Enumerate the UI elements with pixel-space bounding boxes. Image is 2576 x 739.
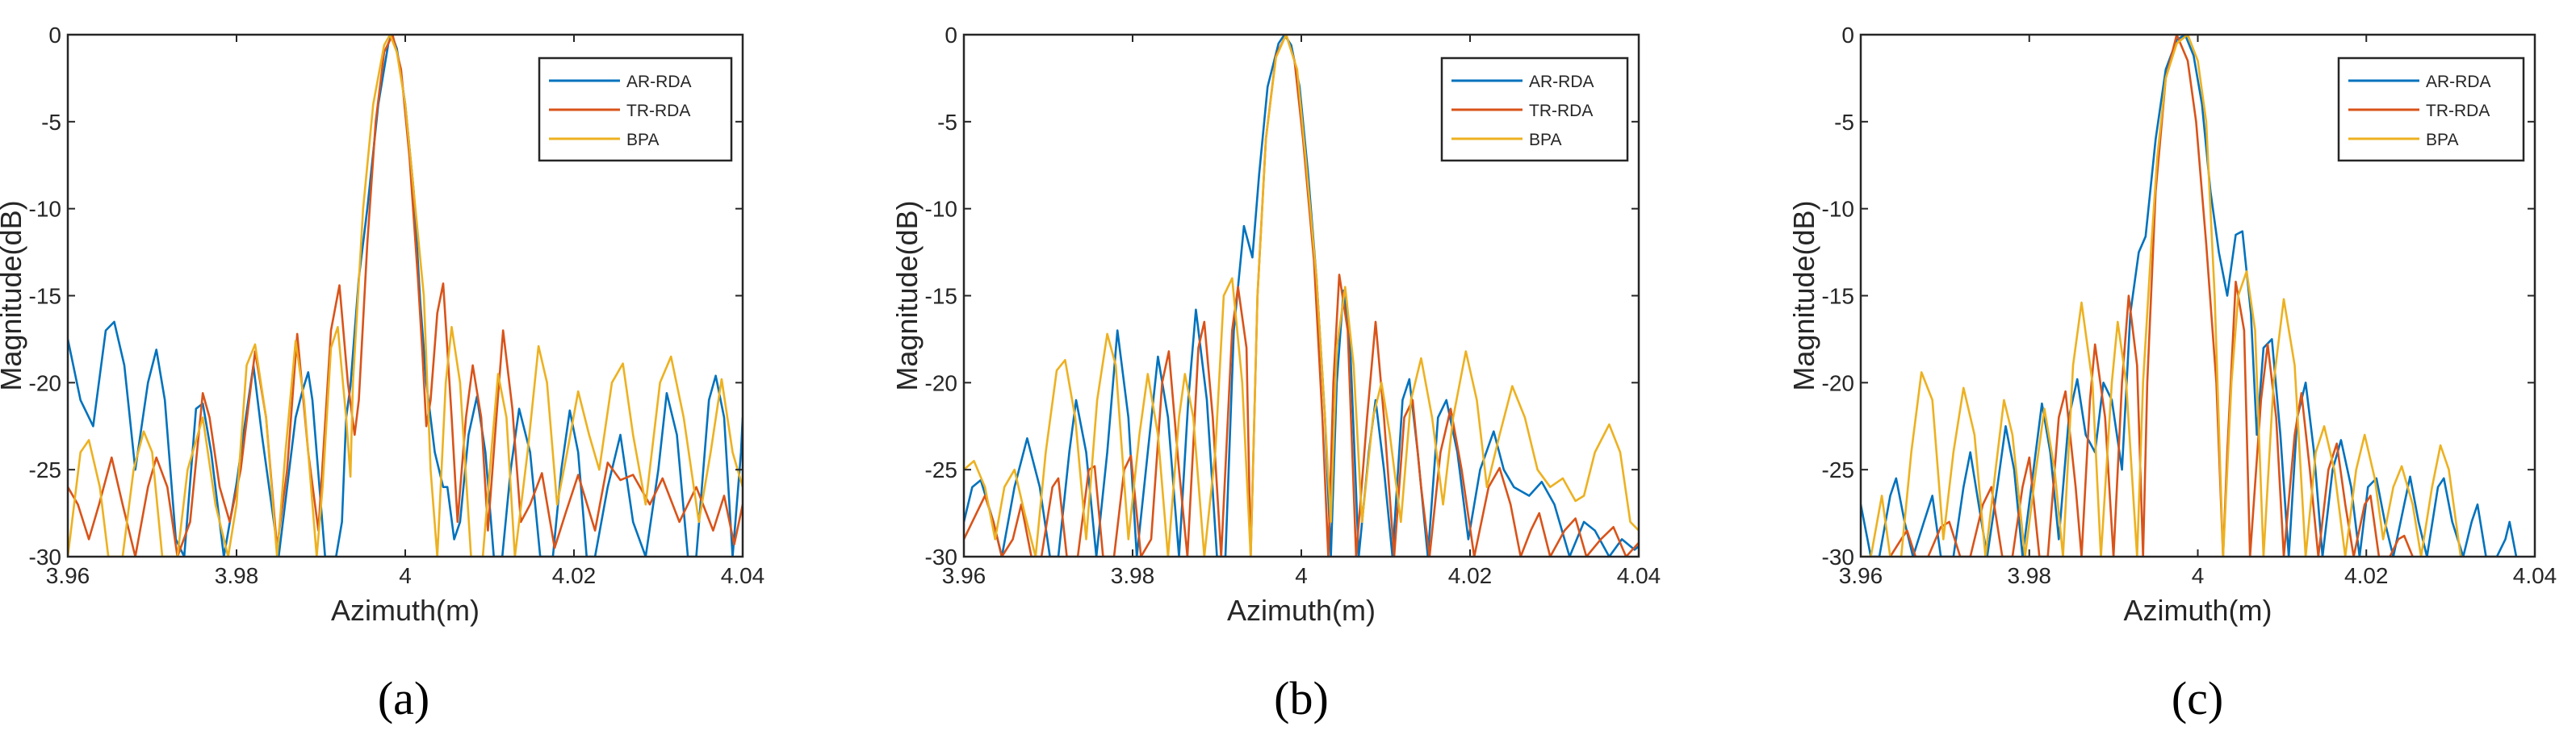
x-tick-label: 4 bbox=[399, 563, 412, 588]
legend: AR-RDA TR-RDA BPA bbox=[538, 56, 733, 162]
panel-label: (a) bbox=[378, 672, 429, 724]
x-tick-label: 4.02 bbox=[1448, 563, 1493, 588]
y-tick-label: -10 bbox=[1822, 197, 1854, 222]
legend-label: TR-RDA bbox=[1529, 102, 1593, 120]
legend: AR-RDA TR-RDA BPA bbox=[1440, 56, 1629, 162]
x-axis-label: Azimuth(m) bbox=[2123, 594, 2272, 627]
chart-panel-3: 3.96 3.98 4 4.02 4.04 0 -5 -10 -15 -20 -25 -30 Azimu… bbox=[1787, 23, 2557, 724]
chart-panel-2: 3.96 3.98 4 4.02 4.04 0 -5 -10 -15 -20 -25 -30 Azimu… bbox=[890, 23, 1661, 724]
y-tick-label: -30 bbox=[925, 545, 957, 570]
y-tick-label: -30 bbox=[1822, 545, 1854, 570]
x-tick-label: 4.02 bbox=[2344, 563, 2389, 588]
y-tick-label: 0 bbox=[945, 23, 957, 48]
y-tick-label: -5 bbox=[1834, 110, 1854, 135]
x-axis-label: Azimuth(m) bbox=[1227, 594, 1376, 627]
plot-area bbox=[964, 35, 1639, 557]
legend: AR-RDA TR-RDA BPA bbox=[2337, 56, 2525, 162]
y-tick-label: -20 bbox=[1822, 370, 1854, 395]
series-line-ar-rda bbox=[1861, 35, 2518, 557]
x-tick-label: 4 bbox=[1295, 563, 1308, 588]
panel-label: (c) bbox=[2172, 672, 2223, 724]
series-line-bpa bbox=[964, 35, 1639, 557]
x-tick-label: 3.98 bbox=[2008, 563, 2052, 588]
legend-label: TR-RDA bbox=[2426, 102, 2490, 120]
x-tick-label: 3.98 bbox=[1111, 563, 1155, 588]
y-tick-label: -25 bbox=[1822, 457, 1854, 482]
y-tick-label: 0 bbox=[48, 23, 61, 48]
y-axis-label: Magnitude(dB) bbox=[890, 200, 924, 390]
plot-area bbox=[1861, 35, 2518, 557]
x-tick-label: 4.04 bbox=[1617, 563, 1661, 588]
y-tick-label: -10 bbox=[29, 197, 61, 222]
y-tick-label: -20 bbox=[29, 370, 61, 395]
legend-label: BPA bbox=[626, 131, 659, 149]
x-tick-label: 4 bbox=[2192, 563, 2205, 588]
y-tick-label: -15 bbox=[29, 284, 61, 309]
y-tick-label: -30 bbox=[29, 545, 61, 570]
x-axis-label: Azimuth(m) bbox=[331, 594, 480, 627]
legend-label: BPA bbox=[2426, 131, 2458, 149]
y-tick-label: -15 bbox=[1822, 284, 1854, 309]
y-tick-label: -20 bbox=[925, 370, 957, 395]
y-tick-label: 0 bbox=[1841, 23, 1854, 48]
y-tick-label: -10 bbox=[925, 197, 957, 222]
series-line-tr-rda bbox=[1889, 35, 2414, 557]
legend-label: AR-RDA bbox=[626, 73, 692, 91]
x-tick-label: 3.96 bbox=[1839, 563, 1883, 588]
x-tick-label: 3.96 bbox=[942, 563, 986, 588]
y-tick-label: -5 bbox=[41, 110, 61, 135]
y-tick-label: -5 bbox=[937, 110, 957, 135]
x-tick-label: 4.04 bbox=[2513, 563, 2557, 588]
legend-label: BPA bbox=[1529, 131, 1561, 149]
y-axis-label: Magnitude(dB) bbox=[0, 200, 27, 390]
x-tick-label: 4.04 bbox=[721, 563, 765, 588]
plot-area bbox=[68, 35, 743, 557]
legend-label: TR-RDA bbox=[626, 102, 690, 120]
legend-label: AR-RDA bbox=[2426, 73, 2491, 91]
y-tick-label: -25 bbox=[29, 457, 61, 482]
x-tick-label: 3.96 bbox=[46, 563, 90, 588]
y-tick-label: -15 bbox=[925, 284, 957, 309]
y-axis-label: Magnitude(dB) bbox=[1787, 200, 1820, 390]
y-tick-label: -25 bbox=[925, 457, 957, 482]
x-tick-label: 4.02 bbox=[552, 563, 597, 588]
chart-panel-1: 3.96 3.98 4 4.02 4.04 0 -5 -10 -15 -20 -25 -30 Azimu… bbox=[0, 23, 764, 724]
series-line-bpa bbox=[68, 35, 743, 557]
legend-label: AR-RDA bbox=[1529, 73, 1594, 91]
panel-label: (b) bbox=[1274, 672, 1329, 724]
series-line-bpa bbox=[1861, 35, 2462, 557]
x-tick-label: 3.98 bbox=[215, 563, 259, 588]
